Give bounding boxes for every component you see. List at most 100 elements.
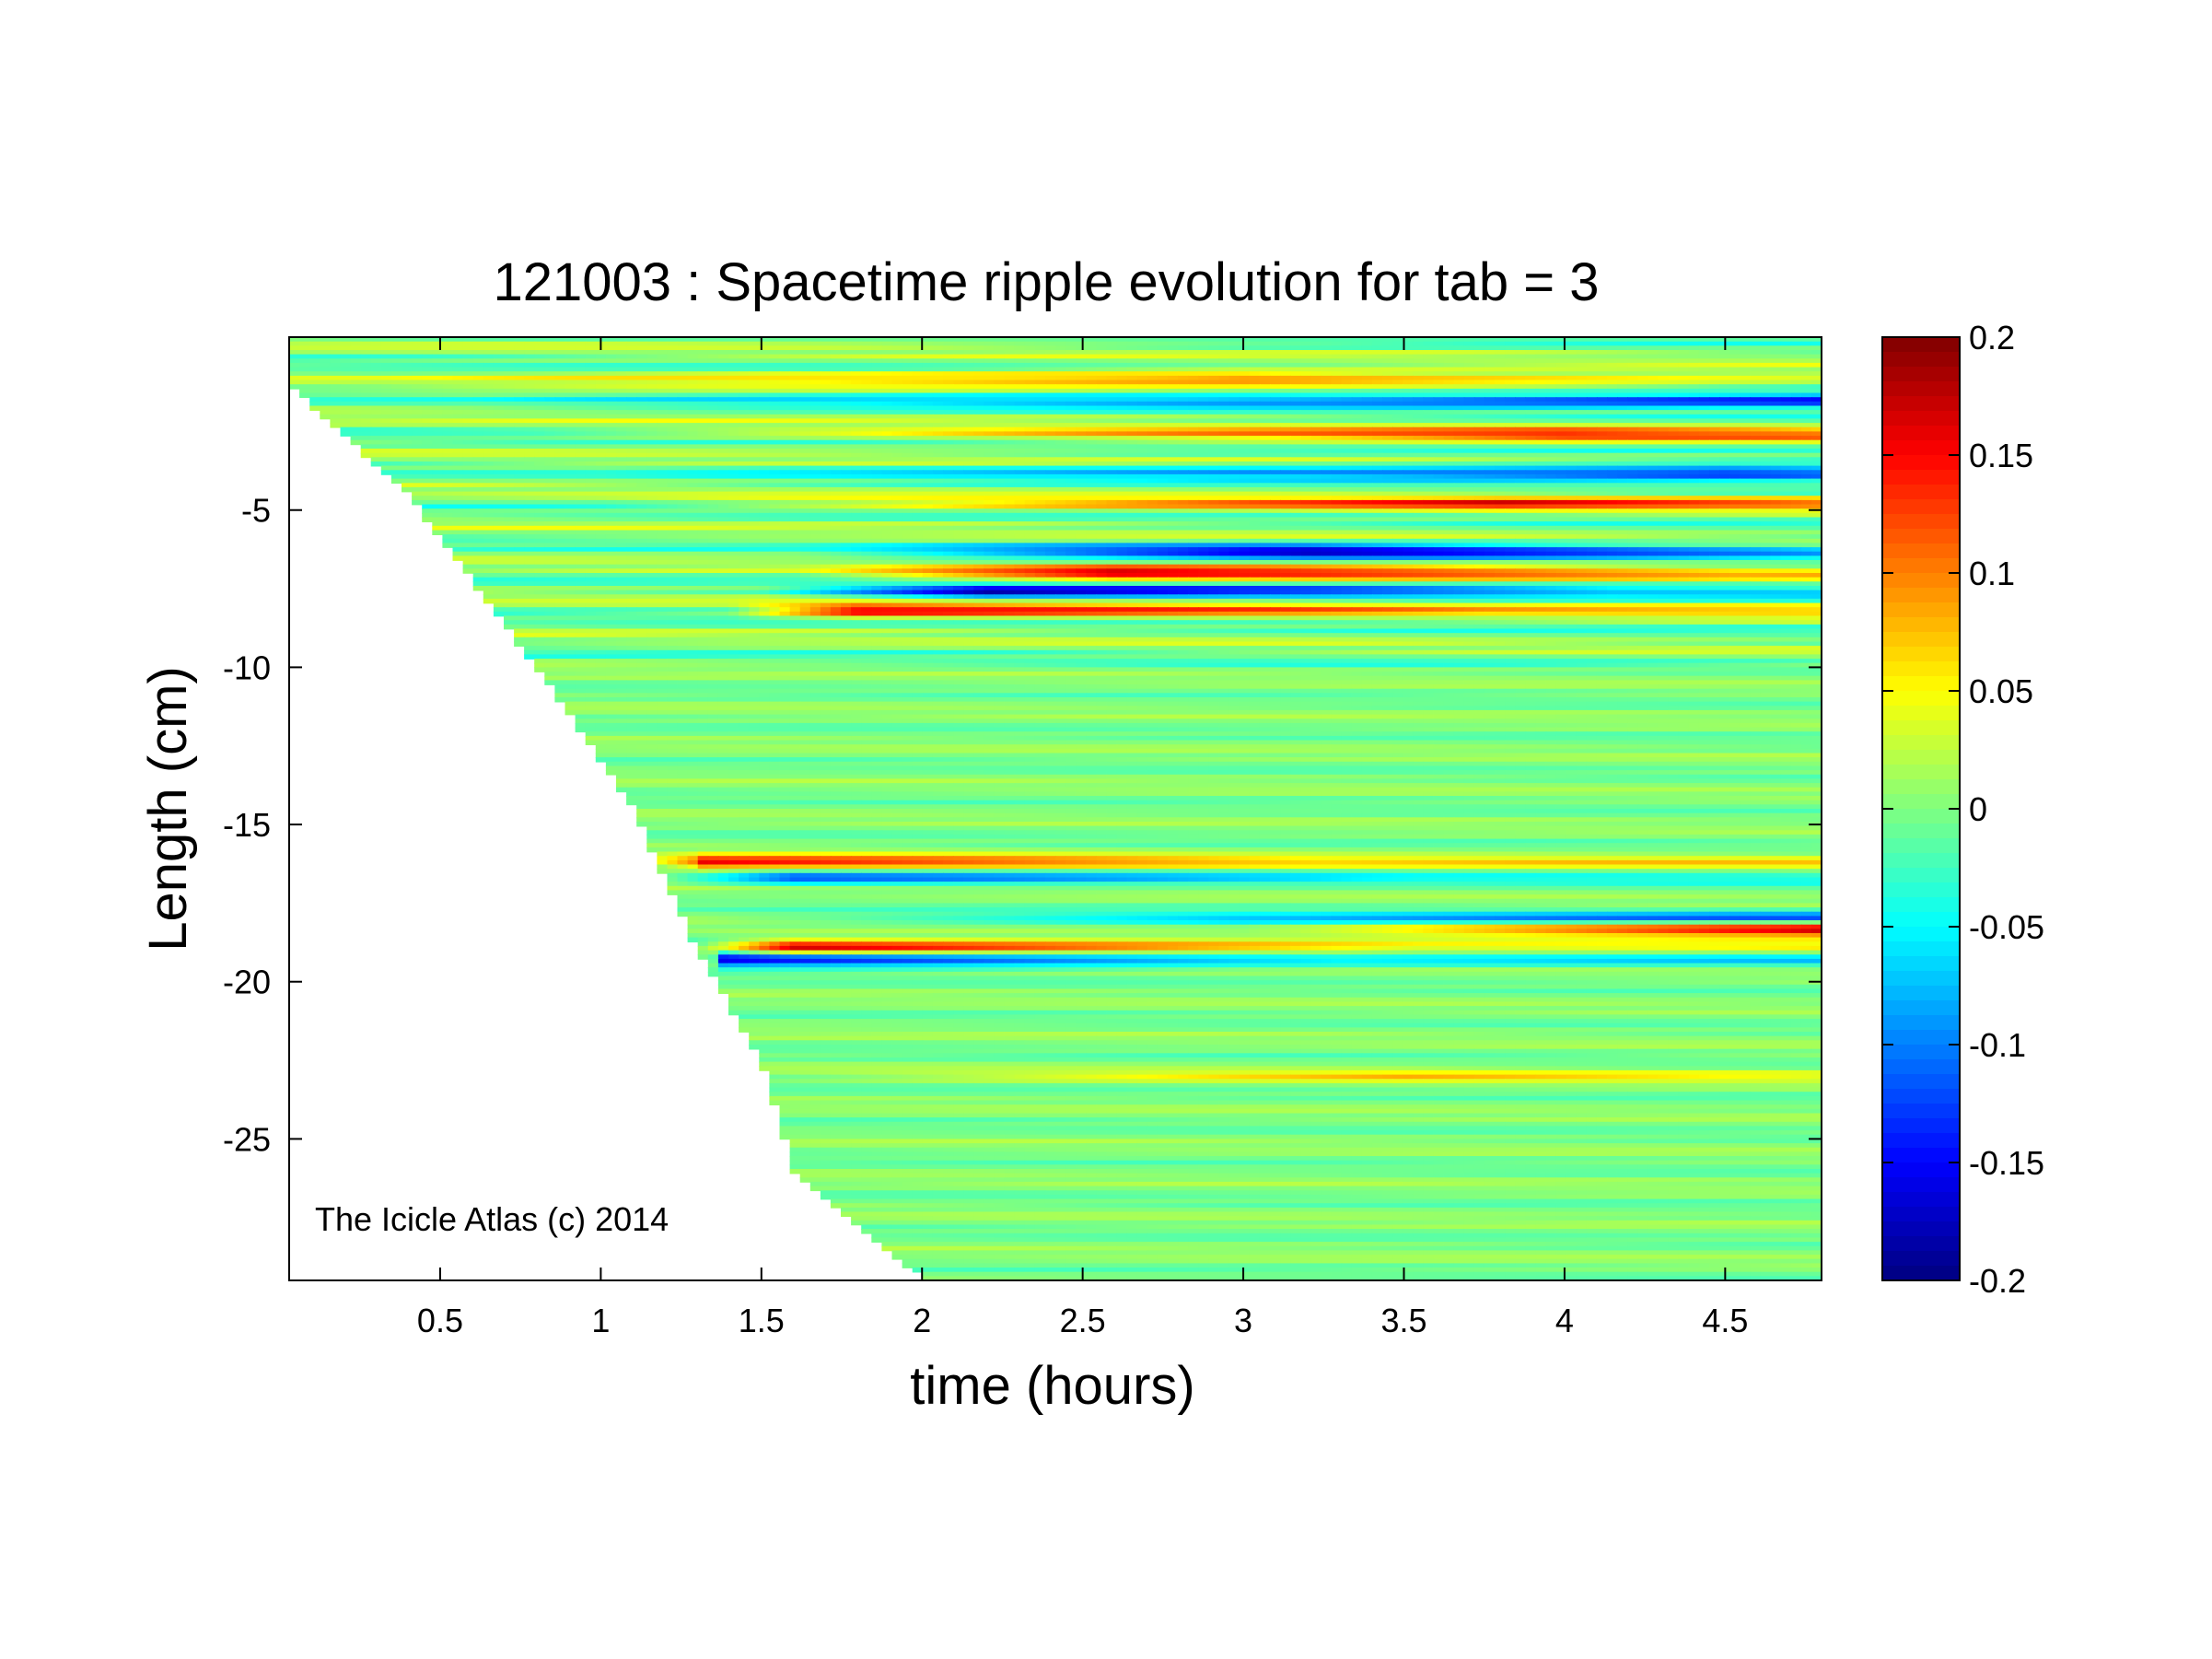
heatmap-cell	[1259, 375, 1271, 381]
heatmap-cell	[626, 470, 637, 475]
heatmap-cell	[616, 350, 627, 356]
heatmap-cell	[544, 436, 556, 441]
heatmap-cell	[1719, 354, 1730, 360]
heatmap-cell	[657, 410, 669, 415]
heatmap-cell	[1505, 431, 1516, 437]
heatmap-cell	[1259, 345, 1271, 351]
heatmap-cell	[350, 397, 362, 403]
heatmap-cell	[749, 449, 761, 454]
heatmap-cell	[350, 410, 362, 415]
heatmap-cell	[1770, 358, 1782, 364]
heatmap-cell	[422, 449, 434, 454]
heatmap-cell	[891, 345, 903, 351]
heatmap-cell	[861, 354, 873, 360]
heatmap-cell	[1310, 439, 1322, 446]
heatmap-cell	[1698, 375, 1710, 381]
heatmap-cell	[922, 439, 934, 446]
heatmap-cell	[1647, 380, 1659, 385]
heatmap-cell	[1055, 341, 1066, 347]
heatmap-cell	[1810, 401, 1822, 407]
heatmap-cell	[1034, 358, 1046, 364]
heatmap-cell	[1392, 431, 1403, 437]
heatmap-cell	[1495, 388, 1506, 394]
heatmap-cell	[1014, 461, 1026, 467]
heatmap-cell	[1290, 431, 1301, 437]
heatmap-cell	[472, 426, 484, 433]
heatmap-cell	[1321, 358, 1333, 364]
heatmap-cell	[340, 431, 352, 437]
heatmap-cell	[1760, 465, 1772, 472]
heatmap-cell	[1423, 410, 1435, 415]
heatmap-cell	[1351, 461, 1363, 467]
heatmap-cell	[717, 470, 729, 475]
heatmap-cell	[1810, 345, 1822, 351]
heatmap-cell	[789, 431, 801, 437]
heatmap-cell	[1126, 426, 1138, 433]
heatmap-cell	[585, 371, 597, 377]
heatmap-cell	[390, 392, 402, 398]
heatmap-cell	[841, 392, 852, 398]
heatmap-cell	[1740, 457, 1752, 462]
heatmap-cell	[626, 465, 637, 472]
heatmap-cell	[1300, 439, 1312, 446]
heatmap-cell	[1678, 444, 1690, 450]
heatmap-cell	[1371, 418, 1383, 424]
heatmap-cell	[697, 478, 709, 485]
heatmap-cell	[1403, 410, 1415, 415]
heatmap-cell	[330, 358, 342, 364]
heatmap-cell	[1157, 388, 1169, 394]
heatmap-cell	[953, 337, 964, 343]
heatmap-cell	[1760, 473, 1772, 480]
heatmap-cell	[1218, 375, 1230, 381]
heatmap-cell	[677, 337, 689, 343]
heatmap-cell	[912, 444, 924, 450]
heatmap-cell	[524, 418, 535, 424]
heatmap-cell	[1698, 414, 1710, 420]
heatmap-cell	[1065, 444, 1077, 450]
heatmap-cell	[1208, 367, 1220, 373]
heatmap-cell	[1463, 371, 1475, 377]
heatmap-cell	[636, 367, 648, 373]
heatmap-cell	[1545, 452, 1557, 459]
heatmap-cell	[769, 367, 781, 373]
heatmap-cell	[687, 439, 699, 446]
heatmap-cell	[544, 358, 556, 364]
heatmap-cell	[973, 350, 985, 356]
heatmap-cell	[1106, 388, 1118, 394]
heatmap-cell	[360, 449, 372, 454]
heatmap-cell	[769, 392, 781, 398]
heatmap-cell	[1658, 397, 1670, 403]
heatmap-cell	[1627, 473, 1639, 480]
heatmap-cell	[1228, 465, 1240, 472]
heatmap-cell	[1096, 380, 1108, 385]
heatmap-cell	[1473, 392, 1485, 398]
heatmap-cell	[1688, 405, 1700, 411]
heatmap-cell	[759, 444, 771, 450]
heatmap-cell	[1698, 405, 1710, 411]
heatmap-cell	[1218, 354, 1230, 360]
heatmap-cell	[994, 371, 1006, 377]
heatmap-cell	[1044, 401, 1056, 407]
heatmap-cell	[1535, 358, 1547, 364]
heatmap-cell	[902, 354, 914, 360]
heatmap-cell	[472, 470, 484, 475]
heatmap-cell	[626, 431, 637, 437]
heatmap-cell	[1392, 465, 1403, 472]
heatmap-cell	[370, 375, 382, 381]
heatmap-cell	[1535, 341, 1547, 347]
heatmap-cell	[932, 345, 944, 351]
heatmap-cell	[565, 354, 576, 360]
heatmap-cell	[749, 410, 761, 415]
heatmap-cell	[1024, 401, 1036, 407]
heatmap-cell	[1034, 431, 1046, 437]
heatmap-cell	[1698, 401, 1710, 407]
heatmap-cell	[1321, 410, 1333, 415]
heatmap-cell	[1535, 375, 1547, 381]
heatmap-cell	[472, 452, 484, 459]
heatmap-cell	[616, 461, 627, 467]
heatmap-cell	[749, 375, 761, 381]
heatmap-cell	[422, 371, 434, 377]
heatmap-cell	[687, 414, 699, 420]
heatmap-cell	[1341, 414, 1353, 420]
heatmap-cell	[575, 362, 587, 368]
